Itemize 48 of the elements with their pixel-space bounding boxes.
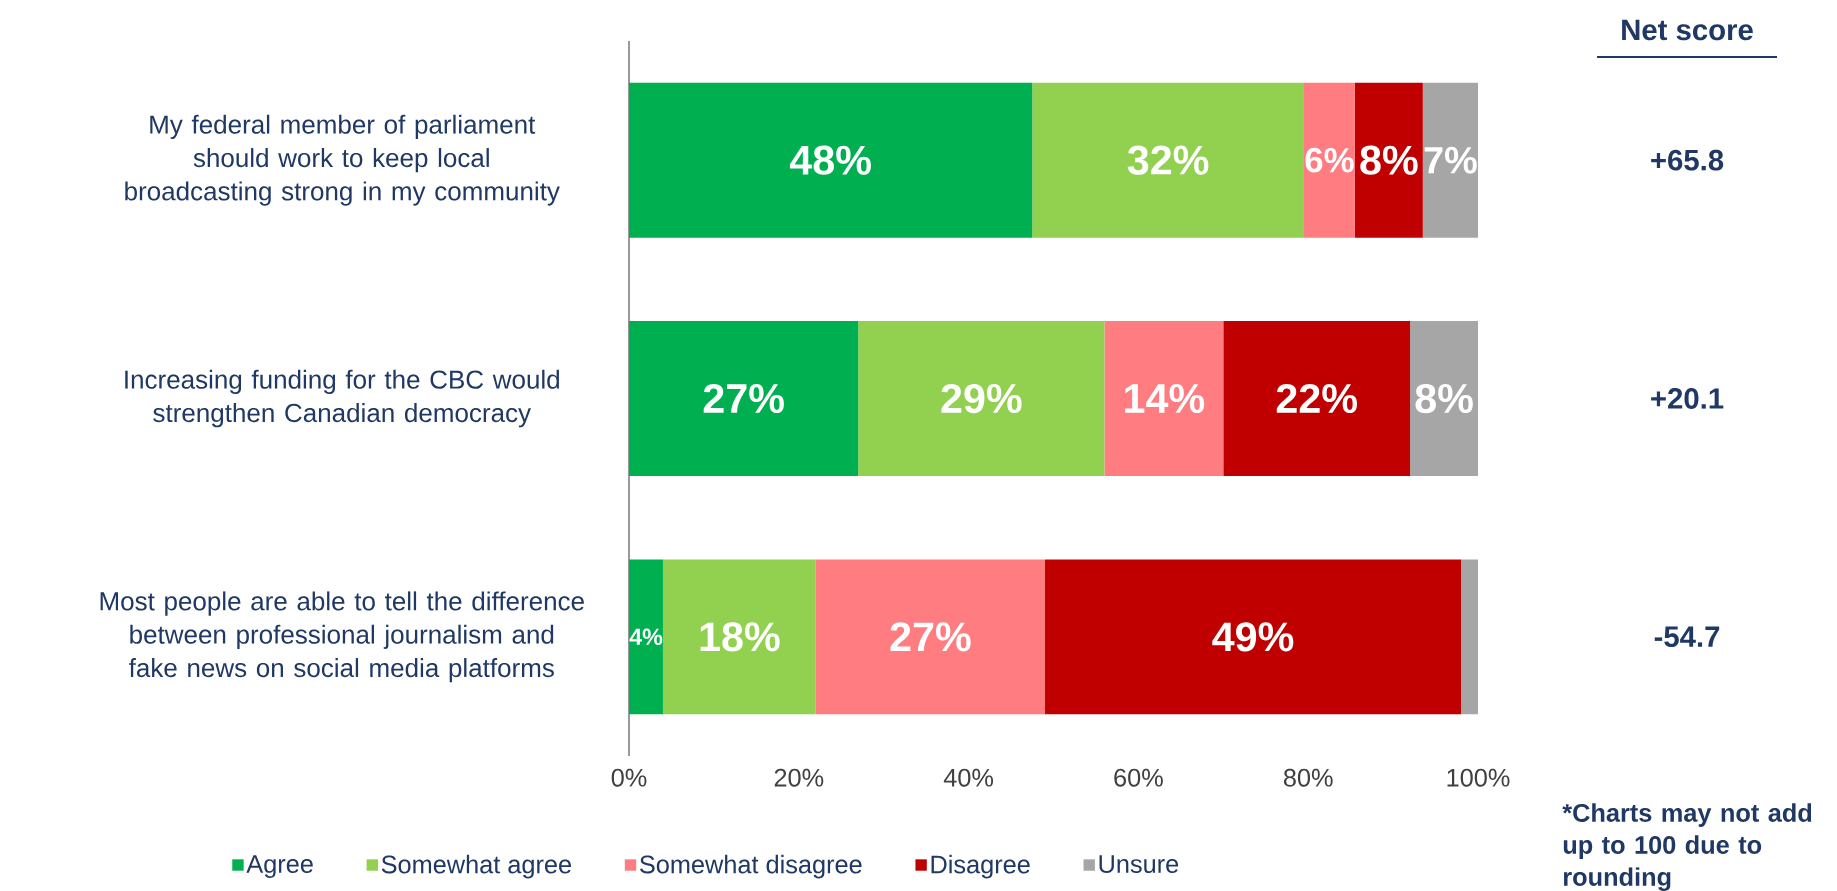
- legend-label: Somewhat disagree: [640, 854, 862, 879]
- legend-label: Agree: [246, 855, 313, 878]
- text: Net score: [1622, 19, 1753, 41]
- data-label: 49%: [1212, 622, 1294, 652]
- data-label: 27%: [890, 622, 971, 652]
- data-label: 4%: [629, 628, 663, 646]
- text: -54.7: [1654, 626, 1720, 648]
- bar: [1410, 321, 1479, 476]
- bar: [1223, 321, 1411, 476]
- legend-label: Disagree: [931, 854, 1030, 879]
- data-label: 27%: [703, 383, 784, 414]
- text: +65.8: [1651, 149, 1724, 171]
- bar: [1303, 82, 1355, 238]
- bar: [1422, 82, 1479, 238]
- text: +20.1: [1651, 388, 1724, 409]
- data-label: 8%: [1360, 145, 1418, 175]
- data-label: 14%: [1125, 383, 1205, 414]
- data-label: 8%: [1415, 383, 1473, 414]
- bar: [629, 559, 663, 715]
- data-label: 7%: [1424, 146, 1477, 174]
- x-tick-label: 80%: [1283, 768, 1333, 787]
- x-tick-label: 100%: [1447, 768, 1510, 787]
- data-label: 18%: [700, 622, 780, 652]
- bar: [1104, 321, 1224, 476]
- bar: [1354, 82, 1423, 238]
- text: *Charts may not add up to 100 due to rounding: [1562, 803, 1812, 891]
- data-label: 32%: [1127, 145, 1209, 175]
- bar: [815, 559, 1046, 715]
- data-label: 6%: [1305, 147, 1354, 173]
- x-tick-label: 20%: [774, 768, 824, 787]
- bar: [1045, 559, 1462, 715]
- y-tick-label: Most people are able to tell the difference between professional journalism and fake news on social media platforms: [100, 591, 584, 683]
- bar: [662, 559, 816, 715]
- y-tick-label: My federal member of parliament should work to keep local broadcasting strong in my community: [125, 114, 560, 206]
- bar: [1461, 559, 1479, 715]
- data-label: 48%: [789, 145, 871, 175]
- y-tick-label: Increasing funding for the CBC would strengthen Canadian democracy: [125, 369, 559, 428]
- bar: [1032, 82, 1304, 238]
- data-label: 29%: [941, 383, 1022, 414]
- legend-label: Somewhat agree: [381, 854, 571, 879]
- data-label: 22%: [1276, 383, 1357, 414]
- x-tick-label: 0%: [611, 768, 647, 787]
- x-tick-label: 40%: [943, 768, 994, 787]
- x-tick-label: 60%: [1114, 768, 1163, 787]
- bar: [629, 321, 859, 476]
- legend-label: Unsure: [1099, 855, 1179, 873]
- bar: [629, 82, 1033, 238]
- bar: [858, 321, 1105, 476]
